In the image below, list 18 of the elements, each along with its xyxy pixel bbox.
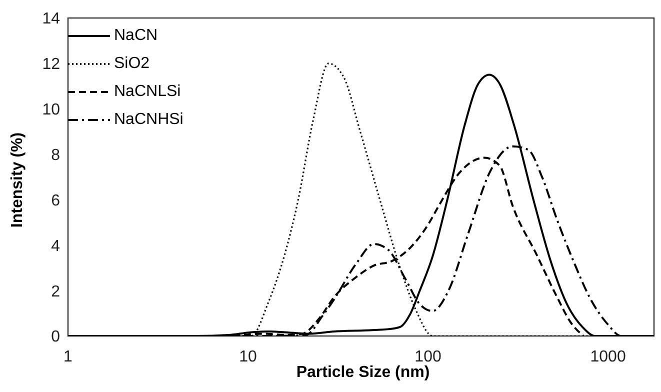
x-tick-label: 100 [414,348,442,366]
y-tick-label: 0 [51,328,60,346]
legend-label: SiO2 [114,55,150,73]
x-tick-label: 10 [239,348,258,366]
y-tick-label: 10 [42,102,60,119]
x-tick-label: 1 [64,348,73,366]
legend-label: NaCNHSi [114,111,184,129]
y-tick-label: 12 [42,56,60,74]
x-axis-title: Particle Size (nm) [295,364,431,382]
y-tick-label: 4 [51,238,60,255]
y-tick-label: 14 [42,10,60,28]
legend-label: NaCNLSi [114,83,181,101]
y-axis-title: Intensity (%) [9,132,26,228]
y-tick-label: 8 [51,146,60,164]
x-tick-label: 1000 [590,348,626,366]
y-tick-label: 2 [51,283,60,300]
legend-label: NaCN [114,27,158,45]
y-tick-label: 6 [51,192,60,210]
